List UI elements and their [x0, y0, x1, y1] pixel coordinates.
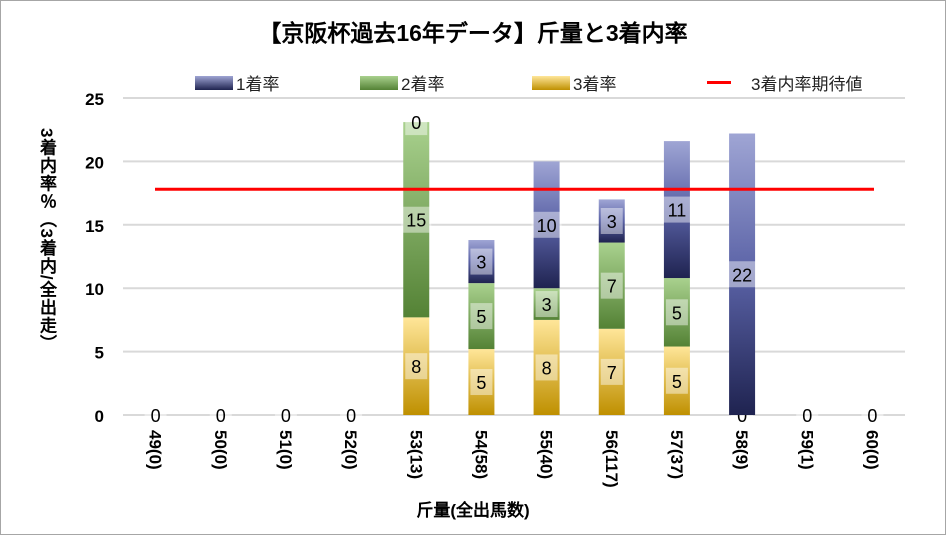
- data-label: 0: [346, 406, 356, 426]
- data-label-bg: [209, 402, 232, 428]
- x-tick-label: 56(117): [602, 430, 621, 488]
- x-tick-label: 57(37): [667, 430, 686, 479]
- data-label-bg: [144, 402, 167, 428]
- bar-segment: [468, 240, 495, 284]
- x-tick-label: 51(0): [276, 430, 295, 470]
- x-tick-label: 54(58): [471, 430, 490, 479]
- x-tick-label: 53(13): [406, 430, 425, 479]
- data-label-bg: [401, 206, 432, 233]
- x-tick-label: 60(0): [862, 430, 881, 470]
- data-label: 5: [476, 307, 486, 327]
- data-label-bg: [600, 358, 623, 385]
- legend-label: 2着率: [401, 75, 445, 94]
- legend-item-3rd: 3着率: [532, 70, 616, 95]
- data-label-bg: [861, 402, 884, 428]
- data-label: 0: [216, 406, 226, 426]
- bar-segment: [533, 161, 560, 289]
- x-tick-label: 55(40): [537, 430, 556, 479]
- data-label: 5: [672, 372, 682, 392]
- legend-item-1st: 1着率: [195, 70, 279, 95]
- data-label: 7: [607, 363, 617, 383]
- bar-segment: [598, 328, 625, 415]
- data-label-bg: [470, 369, 493, 396]
- data-label: 0: [737, 406, 747, 426]
- data-label-bg: [535, 354, 558, 381]
- data-label: 0: [802, 406, 812, 426]
- bar-segment: [598, 199, 625, 243]
- y-tick-label: 0: [95, 407, 104, 426]
- data-label-bg: [665, 299, 688, 326]
- legend-label: 3着内率期待値: [751, 75, 863, 94]
- bar-segment: [663, 346, 690, 415]
- data-label: 0: [411, 113, 421, 133]
- bar-segment: [533, 288, 560, 320]
- data-label: 3: [607, 212, 617, 232]
- data-label-bg: [340, 402, 363, 428]
- x-tick-label: 50(0): [211, 430, 230, 470]
- data-label: 3: [476, 253, 486, 273]
- data-label-bg: [665, 367, 688, 394]
- legend-swatch: [532, 75, 570, 90]
- legend-line: [707, 81, 731, 84]
- bar-segment: [598, 242, 625, 329]
- data-label: 5: [672, 303, 682, 323]
- x-tick-label: 49(0): [146, 430, 165, 470]
- data-label: 7: [607, 277, 617, 297]
- bar-segment: [729, 133, 756, 415]
- data-label-bg: [274, 402, 297, 428]
- data-label: 5: [476, 373, 486, 393]
- bar-segment: [403, 317, 430, 415]
- y-tick-label: 5: [95, 344, 104, 363]
- data-label-bg: [535, 291, 558, 318]
- y-axis-title: 3着内率％（3着内/全出走）: [37, 128, 56, 353]
- data-label-bg: [796, 402, 819, 428]
- data-label-bg: [600, 207, 623, 234]
- chart-title: 【京阪杯過去16年データ】斤量と3着内率: [258, 20, 688, 46]
- legend-swatch: [195, 75, 233, 90]
- legend-label: 3着率: [573, 75, 617, 94]
- data-label: 11: [668, 201, 687, 221]
- y-tick-label: 20: [85, 153, 104, 172]
- bar-segment: [663, 278, 690, 347]
- x-tick-label: 52(0): [341, 430, 360, 470]
- y-tick-label: 10: [85, 280, 104, 299]
- x-tick-label: 58(9): [732, 430, 751, 470]
- bar-segment: [468, 349, 495, 415]
- data-label: 8: [411, 357, 421, 377]
- data-label: 0: [281, 406, 291, 426]
- data-label: 3: [542, 295, 552, 315]
- legend-item-expected: 3着内率期待値: [697, 70, 862, 95]
- legend-swatch: [360, 75, 398, 90]
- bar-segment: [663, 141, 690, 279]
- data-label: 8: [542, 358, 552, 378]
- data-label-bg: [727, 261, 758, 288]
- legend-item-2nd: 2着率: [360, 70, 444, 95]
- bar-segment: [403, 122, 430, 318]
- y-tick-label: 25: [85, 90, 104, 109]
- data-label-bg: [531, 211, 562, 238]
- data-label-bg: [600, 272, 623, 299]
- legend-label: 1着率: [236, 75, 280, 94]
- data-label: 22: [732, 265, 752, 285]
- x-axis-title: 斤量(全出馬数): [416, 501, 530, 520]
- data-label-bg: [661, 196, 692, 223]
- data-label: 0: [151, 406, 161, 426]
- bar-segment: [533, 319, 560, 415]
- x-tick-label: 59(1): [797, 430, 816, 470]
- data-label-bg: [470, 303, 493, 330]
- y-tick-label: 15: [85, 217, 104, 236]
- data-label-bg: [405, 353, 428, 380]
- data-label: 10: [537, 216, 557, 236]
- data-label-bg: [470, 248, 493, 275]
- data-label: 0: [867, 406, 877, 426]
- bar-segment: [468, 283, 495, 350]
- legend: 1着率 2着率 3着率 3着内率期待値: [0, 70, 946, 95]
- data-label: 15: [406, 211, 426, 231]
- data-label-bg: [405, 109, 428, 136]
